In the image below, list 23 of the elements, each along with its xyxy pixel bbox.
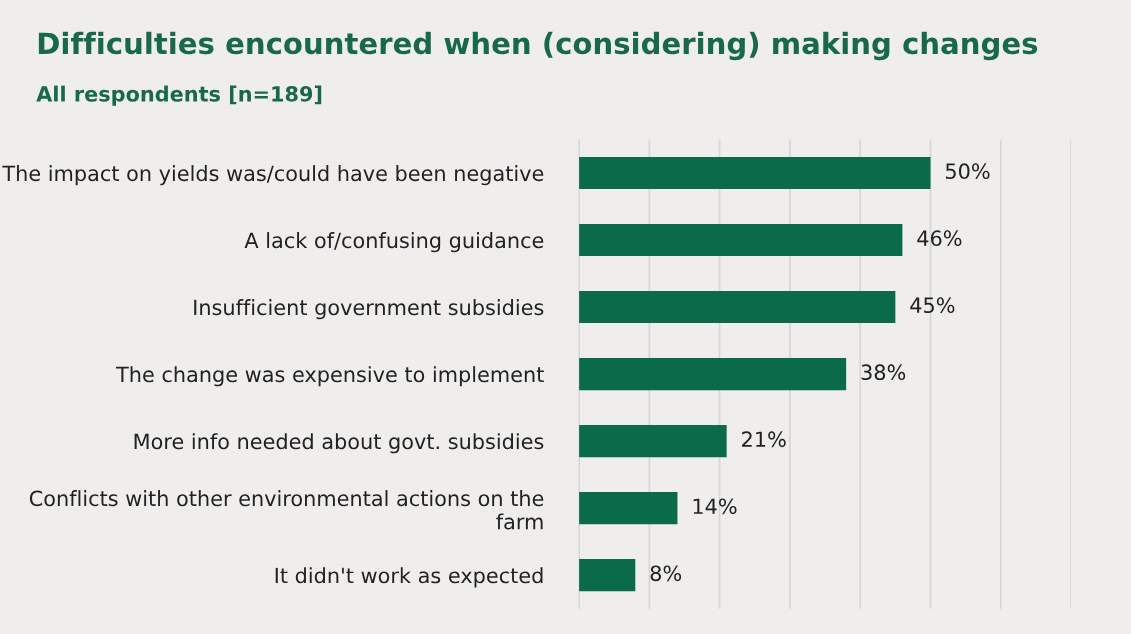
y-tick-label: The impact on yields was/could have been negative — [2, 165, 544, 186]
y-tick-label: A lack of/confusing guidance — [244, 232, 544, 253]
data-label: 45% — [910, 297, 955, 314]
bar — [579, 156, 931, 190]
data-label: 50% — [945, 163, 990, 180]
y-tick-label: More info needed about govt. subsidies — [134, 433, 544, 454]
data-label: 46% — [917, 230, 962, 247]
y-tick-label: The change was expensive to implement — [115, 366, 544, 387]
text: All respondents [n=189] — [36, 85, 322, 106]
y-tick-label: It didn't work as expected — [275, 567, 543, 588]
bar — [579, 357, 847, 391]
bar — [579, 425, 727, 458]
y-tick-label: Conflicts with other environmental actions on the farm — [29, 490, 544, 530]
bar — [579, 290, 896, 324]
data-label: 21% — [742, 431, 786, 448]
bar — [579, 223, 903, 257]
chart-title: Difficulties encountered when (considering) making changes — [38, 31, 1038, 61]
bar — [579, 492, 678, 525]
data-label: 38% — [861, 364, 906, 381]
data-label: 8% — [650, 565, 682, 582]
data-label: 14% — [693, 498, 737, 515]
y-tick-label: Insufficient government subsidies — [194, 299, 544, 320]
bar — [579, 559, 636, 592]
